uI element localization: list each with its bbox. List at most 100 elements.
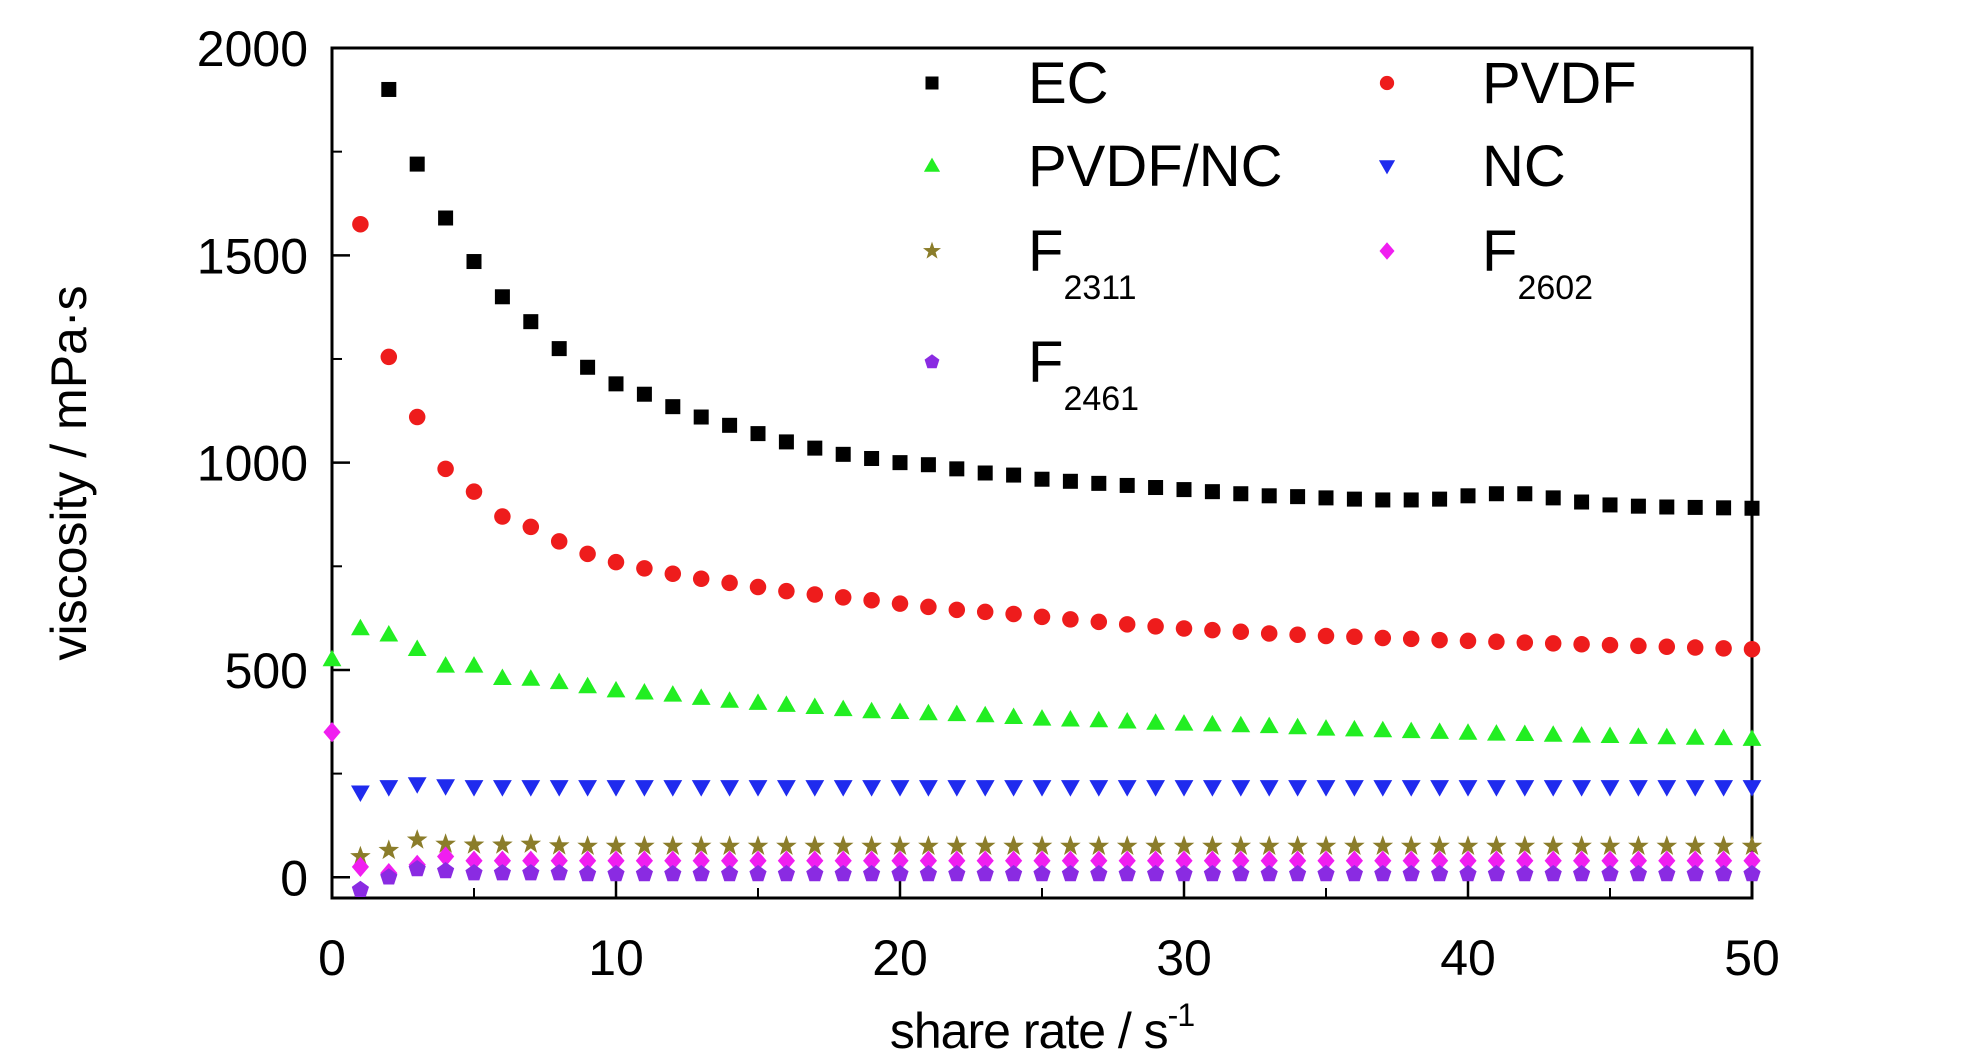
data-point [493,850,511,871]
data-point [463,834,485,854]
data-point [550,533,568,550]
data-point [634,835,655,855]
data-point [1089,710,1109,728]
data-point [919,703,938,721]
data-point [891,865,909,882]
data-point [1005,605,1022,623]
data-point [1031,835,1053,855]
data-point [1573,865,1591,882]
data-point [493,780,512,797]
data-point [380,348,398,366]
data-point [1713,835,1734,855]
data-point [862,701,881,719]
data-point [1659,499,1675,515]
series-nc [351,777,1762,802]
legend-label-name: NC [1482,134,1566,199]
data-point [606,680,626,698]
data-point [1600,780,1620,797]
data-point [1003,835,1024,855]
data-point [1344,835,1365,855]
data-point [976,850,994,871]
data-point [833,699,853,717]
data-point [777,865,795,882]
data-point [322,649,342,667]
data-point [805,780,825,797]
data-point [919,850,937,871]
data-point [1260,865,1278,882]
data-point [1203,850,1221,871]
data-point [748,780,768,797]
data-point [1089,780,1109,797]
data-point [1432,491,1448,507]
data-point [1373,780,1393,797]
data-point [494,508,511,525]
legend-label-name: F [1482,219,1517,284]
data-point [975,780,995,797]
data-point [1374,865,1392,882]
data-point [863,592,880,609]
legend-label-name: F [1028,219,1063,284]
data-point [1656,835,1678,855]
data-point [436,779,455,796]
data-point [1686,639,1704,656]
data-point [1543,725,1563,742]
y-tick-label: 1000 [197,436,308,492]
data-point [465,864,483,881]
data-point [1572,726,1591,743]
data-point [665,399,681,415]
data-point [1431,850,1449,871]
data-point [1516,634,1534,651]
data-point [1148,480,1164,496]
minor-ticks [332,150,1611,898]
data-point [351,618,370,636]
data-point [1061,865,1079,882]
data-point [1714,728,1733,746]
data-point [579,545,596,563]
data-point [1460,488,1476,504]
data-point [692,865,710,882]
legend-label: F2311 [1028,219,1137,307]
data-point [1402,865,1420,882]
data-point [862,780,881,797]
data-point [1316,780,1336,797]
data-point [607,553,625,571]
y-axis-ticks: 0 500 1000 1500 2000 [197,21,350,906]
data-point [778,582,795,600]
data-point [1630,498,1646,514]
legend-item: F2311 [923,219,1137,307]
data-point [464,656,484,673]
data-point [806,586,824,603]
data-point [690,835,712,855]
data-point [1516,865,1534,882]
legend-item: F2461 [924,330,1139,418]
data-point [1657,780,1677,797]
data-point [380,868,398,885]
data-point [890,780,910,797]
data-point [466,254,482,270]
data-point [1600,726,1620,743]
data-point [1090,850,1108,871]
x-tick-label: 30 [1156,930,1212,986]
data-point [1117,712,1137,729]
data-point [861,835,882,855]
data-point [778,434,794,450]
data-point [520,833,542,853]
data-point [1514,835,1536,855]
data-point [1287,835,1308,855]
data-point [777,695,796,712]
data-point [1402,850,1420,871]
data-point [379,625,399,642]
data-point [974,835,996,855]
data-point [1203,865,1221,882]
data-point [1373,720,1393,738]
legend-label-name: EC [1028,51,1109,116]
data-point [777,780,796,797]
data-point [406,829,428,849]
data-point [1487,865,1505,882]
legend-marker [1379,242,1395,260]
data-point [693,409,709,425]
data-point [1062,473,1078,489]
data-point [1716,500,1732,516]
data-point [1742,780,1762,797]
